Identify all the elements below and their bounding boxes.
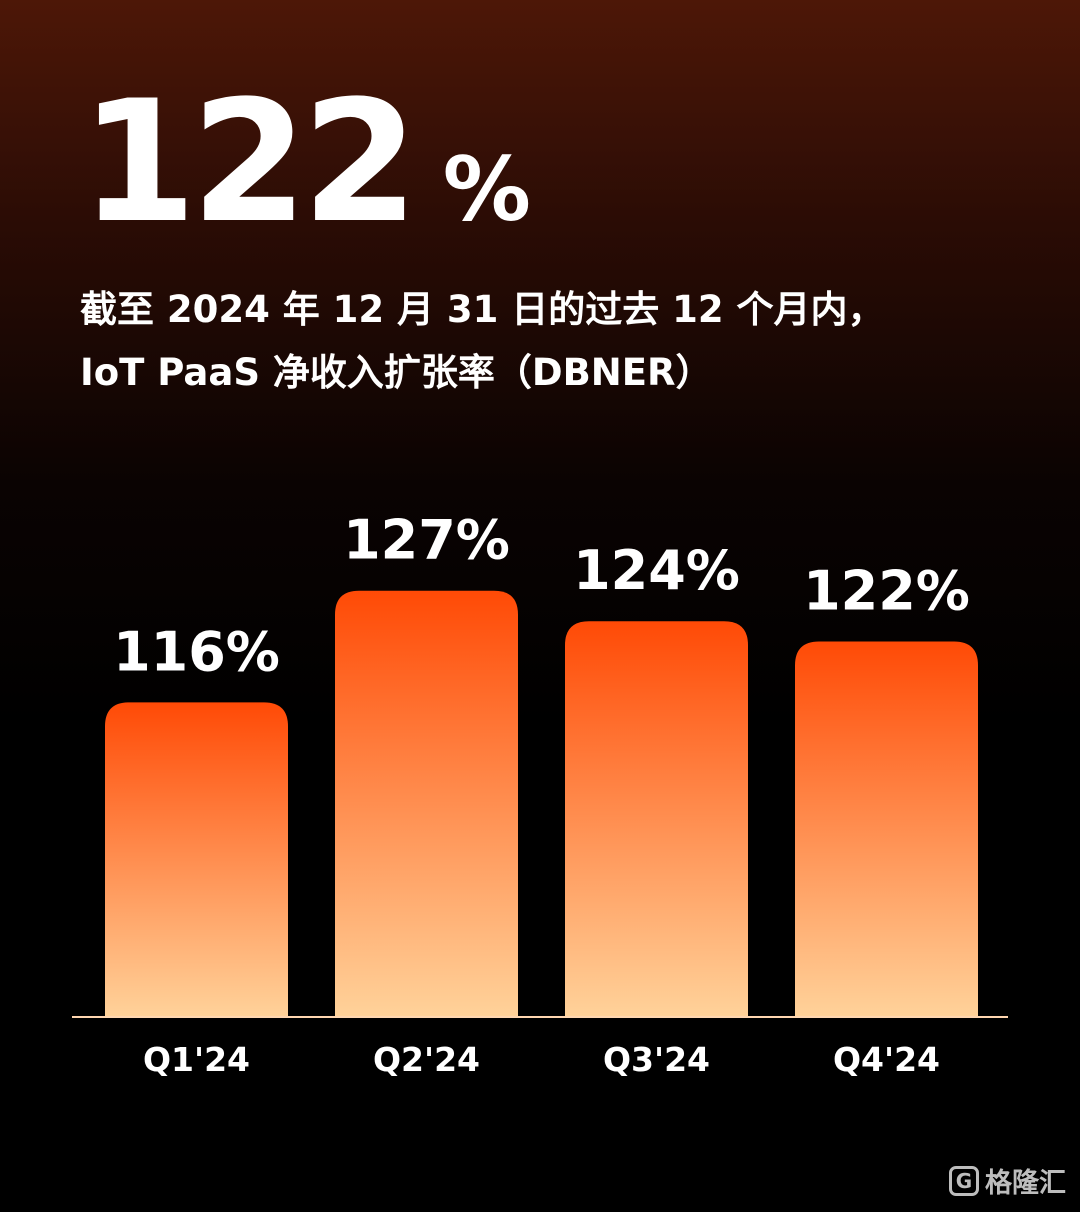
subtitle-line-2: IoT PaaS 净收入扩张率（DBNER） bbox=[80, 351, 713, 394]
category-label-1: Q1'24 bbox=[143, 1040, 250, 1079]
bar-3 bbox=[565, 621, 748, 1017]
bar-value-label-1: 116% bbox=[113, 620, 280, 683]
bar-value-label-3: 124% bbox=[573, 539, 740, 602]
watermark: G 格隆汇 bbox=[949, 1161, 1066, 1200]
headline-unit: % bbox=[442, 138, 531, 241]
subtitle: 截至 2024 年 12 月 31 日的过去 12 个月内， IoT PaaS … bbox=[80, 278, 885, 404]
category-label-4: Q4'24 bbox=[833, 1040, 940, 1079]
watermark-logo-icon: G bbox=[949, 1165, 979, 1196]
bar-1 bbox=[105, 702, 288, 1017]
labels-layer: 116% Q1'24 127% Q2'24 124% Q3'24 122% Q4'24 bbox=[113, 509, 970, 1079]
bar-4 bbox=[795, 641, 978, 1017]
bar-value-label-4: 122% bbox=[803, 559, 970, 622]
bar-2 bbox=[335, 590, 518, 1017]
bars-layer bbox=[105, 590, 978, 1017]
category-label-3: Q3'24 bbox=[603, 1040, 710, 1079]
watermark-text: 格隆汇 bbox=[985, 1168, 1066, 1199]
subtitle-line-1: 截至 2024 年 12 月 31 日的过去 12 个月内， bbox=[80, 288, 885, 331]
headline: 122 % bbox=[80, 78, 531, 246]
bar-value-label-2: 127% bbox=[343, 509, 510, 572]
category-label-2: Q2'24 bbox=[373, 1040, 480, 1079]
headline-value: 122 bbox=[80, 64, 419, 260]
